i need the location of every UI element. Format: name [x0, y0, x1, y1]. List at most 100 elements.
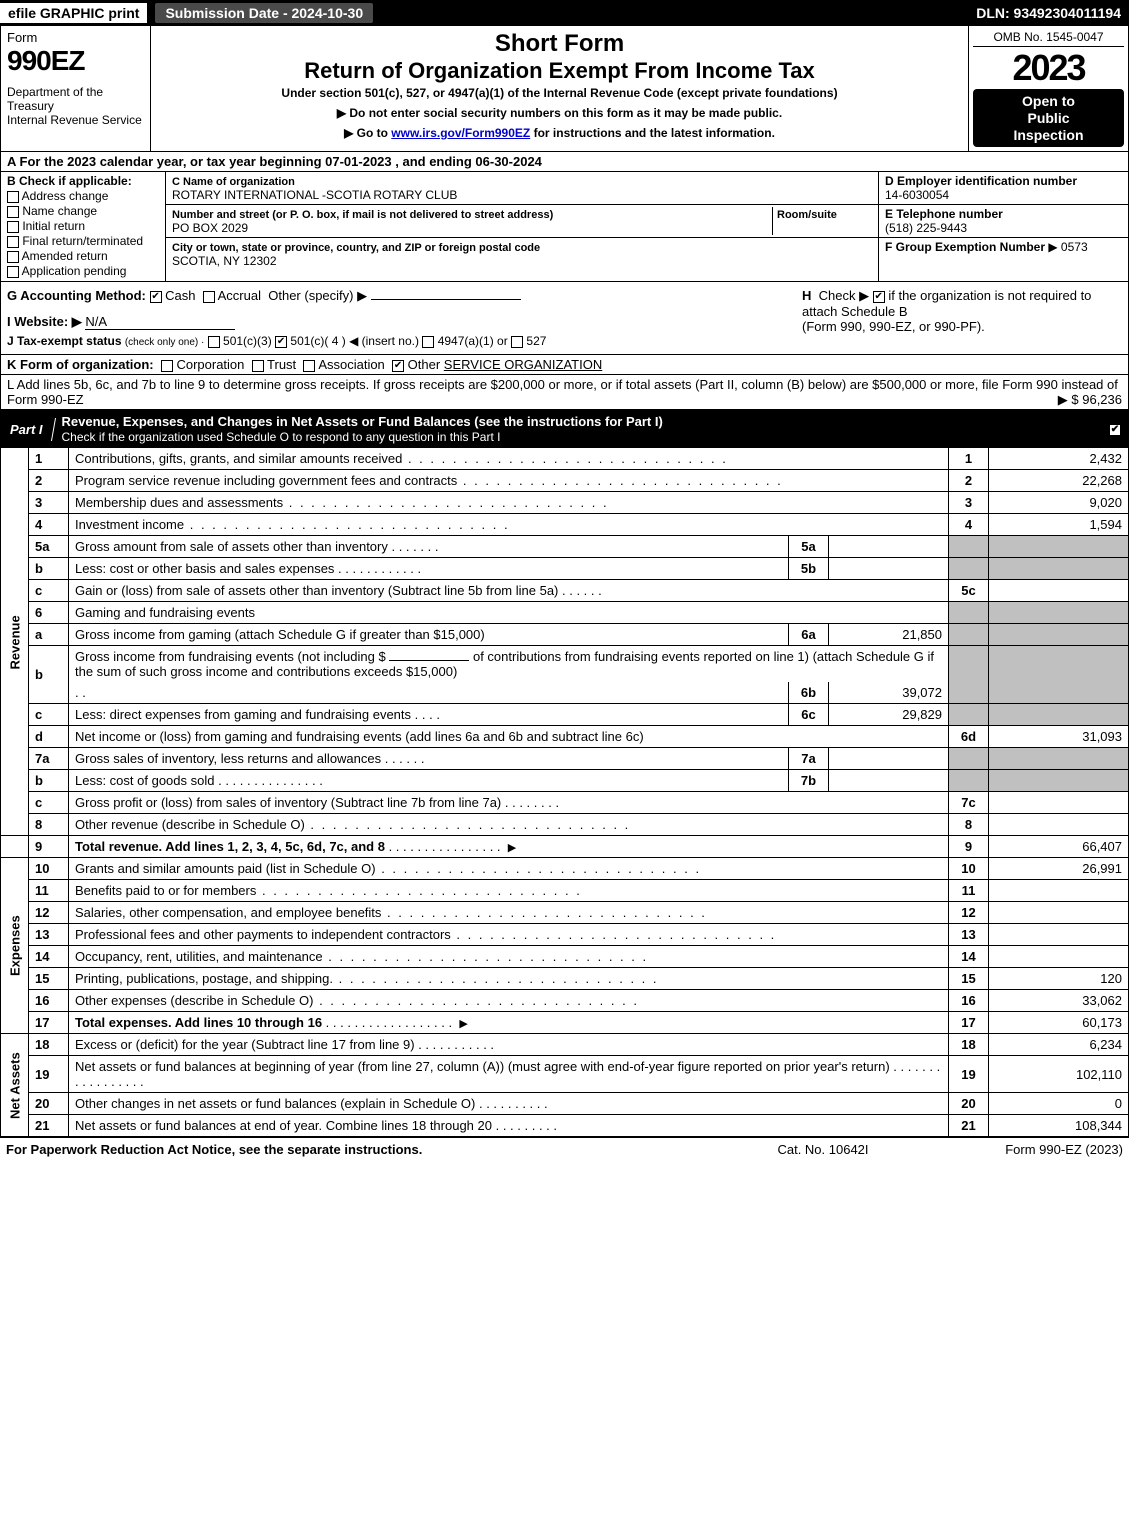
- g-label: G Accounting Method:: [7, 288, 146, 303]
- irs-link[interactable]: www.irs.gov/Form990EZ: [391, 126, 530, 140]
- section-b: B Check if applicable: Address change Na…: [1, 172, 166, 281]
- org-city: SCOTIA, NY 12302: [172, 254, 277, 268]
- open-to-public: Open to Public Inspection: [973, 89, 1124, 147]
- other-org-value: SERVICE ORGANIZATION: [444, 357, 602, 372]
- section-h: H Check ▶ ✔ if the organization is not r…: [802, 288, 1122, 348]
- amt-15: 120: [989, 968, 1129, 990]
- amt-10: 26,991: [989, 858, 1129, 880]
- row-k: K Form of organization: Corporation Trus…: [0, 355, 1129, 375]
- header-right: OMB No. 1545-0047 2023 Open to Public In…: [968, 26, 1128, 151]
- amt-1: 2,432: [989, 448, 1129, 470]
- amt-6d: 31,093: [989, 726, 1129, 748]
- c-room-label: Room/suite: [777, 209, 837, 221]
- chk-other-org[interactable]: ✔: [392, 360, 404, 372]
- website-value: N/A: [85, 314, 235, 330]
- part1-tag: Part I: [10, 422, 43, 437]
- form-number: 990EZ: [7, 45, 144, 77]
- amt-3: 9,020: [989, 492, 1129, 514]
- expenses-side-label: Expenses: [1, 858, 29, 1034]
- section-c: C Name of organization ROTARY INTERNATIO…: [166, 172, 878, 281]
- chk-schedule-o[interactable]: ✔: [1109, 424, 1121, 436]
- row-a-text: A For the 2023 calendar year, or tax yea…: [7, 154, 542, 169]
- dept-irs: Internal Revenue Service: [7, 113, 144, 127]
- header-left: Form 990EZ Department of the Treasury In…: [1, 26, 151, 151]
- c-street-label: Number and street (or P. O. box, if mail…: [172, 209, 553, 221]
- amt-19: 102,110: [989, 1056, 1129, 1093]
- amt-9: 66,407: [989, 836, 1129, 858]
- section-def: D Employer identification number 14-6030…: [878, 172, 1128, 281]
- l-text: L Add lines 5b, 6c, and 7b to line 9 to …: [7, 377, 1118, 407]
- amt-11: [989, 880, 1129, 902]
- box-7b: [829, 770, 949, 792]
- chk-4947[interactable]: [422, 336, 434, 348]
- e-tel-label: E Telephone number: [885, 207, 1003, 221]
- part1-title: Revenue, Expenses, and Changes in Net As…: [62, 414, 663, 429]
- amt-16: 33,062: [989, 990, 1129, 1012]
- ein-value: 14-6030054: [885, 188, 949, 202]
- form-title: Return of Organization Exempt From Incom…: [159, 58, 960, 84]
- lines-table: Revenue 1 Contributions, gifts, grants, …: [0, 448, 1129, 1137]
- i-label: I Website: ▶: [7, 314, 82, 329]
- part1-sub: Check if the organization used Schedule …: [62, 430, 501, 444]
- dept-treasury: Department of the Treasury: [7, 85, 144, 113]
- footer-left: For Paperwork Reduction Act Notice, see …: [6, 1142, 723, 1157]
- box-5a: [829, 536, 949, 558]
- 6b-blank[interactable]: [389, 660, 469, 661]
- efile-print[interactable]: efile GRAPHIC print: [0, 3, 147, 23]
- chk-527[interactable]: [511, 336, 523, 348]
- amt-2: 22,268: [989, 470, 1129, 492]
- footer-form: Form 990-EZ (2023): [923, 1142, 1123, 1157]
- amt-7c: [989, 792, 1129, 814]
- footer: For Paperwork Reduction Act Notice, see …: [0, 1137, 1129, 1161]
- chk-assoc[interactable]: [303, 360, 315, 372]
- goto-note: ▶ Go to www.irs.gov/Form990EZ for instru…: [159, 126, 960, 140]
- k-label: K Form of organization:: [7, 357, 154, 372]
- row-gh: G Accounting Method: ✔ Cash Accrual Othe…: [0, 282, 1129, 355]
- box-7a: [829, 748, 949, 770]
- omb-number: OMB No. 1545-0047: [973, 30, 1124, 47]
- ssn-note: ▶ Do not enter social security numbers o…: [159, 106, 960, 120]
- group-value: ▶ 0573: [1048, 240, 1087, 254]
- g-other: Other (specify) ▶: [268, 288, 367, 303]
- h-label: H: [802, 288, 811, 303]
- c-name-label: C Name of organization: [172, 176, 295, 188]
- f-group-label: F Group Exemption Number: [885, 240, 1045, 254]
- chk-name-change[interactable]: Name change: [7, 204, 159, 218]
- amt-18: 6,234: [989, 1034, 1129, 1056]
- chk-trust[interactable]: [252, 360, 264, 372]
- amt-4: 1,594: [989, 514, 1129, 536]
- submission-date: Submission Date - 2024-10-30: [155, 3, 373, 23]
- chk-application-pending[interactable]: Application pending: [7, 264, 159, 278]
- amt-13: [989, 924, 1129, 946]
- chk-cash[interactable]: ✔: [150, 291, 162, 303]
- c-city-label: City or town, state or province, country…: [172, 242, 540, 254]
- form-label: Form: [7, 30, 144, 45]
- chk-corp[interactable]: [161, 360, 173, 372]
- chk-501c[interactable]: ✔: [275, 336, 287, 348]
- chk-501c3[interactable]: [208, 336, 220, 348]
- chk-address-change[interactable]: Address change: [7, 189, 159, 203]
- chk-accrual[interactable]: [203, 291, 215, 303]
- d-ein-label: D Employer identification number: [885, 174, 1077, 188]
- amt-17: 60,173: [989, 1012, 1129, 1034]
- box-6a: 21,850: [829, 624, 949, 646]
- box-6b: 39,072: [829, 682, 949, 704]
- org-name: ROTARY INTERNATIONAL -SCOTIA ROTARY CLUB: [172, 188, 457, 202]
- box-6c: 29,829: [829, 704, 949, 726]
- chk-h[interactable]: ✔: [873, 291, 885, 303]
- chk-final-return[interactable]: Final return/terminated: [7, 234, 159, 248]
- netassets-side-label: Net Assets: [1, 1034, 29, 1137]
- amt-20: 0: [989, 1093, 1129, 1115]
- short-form-label: Short Form: [159, 30, 960, 58]
- dln: DLN: 93492304011194: [976, 5, 1129, 21]
- amt-14: [989, 946, 1129, 968]
- goto-pre: ▶ Go to: [344, 126, 391, 140]
- g-other-input[interactable]: [371, 299, 521, 300]
- section-b-label: B Check if applicable:: [7, 174, 132, 188]
- amt-12: [989, 902, 1129, 924]
- info-grid: B Check if applicable: Address change Na…: [0, 172, 1129, 282]
- j-label: J Tax-exempt status: [7, 334, 122, 348]
- form-subtitle: Under section 501(c), 527, or 4947(a)(1)…: [159, 86, 960, 100]
- chk-amended-return[interactable]: Amended return: [7, 249, 159, 263]
- chk-initial-return[interactable]: Initial return: [7, 219, 159, 233]
